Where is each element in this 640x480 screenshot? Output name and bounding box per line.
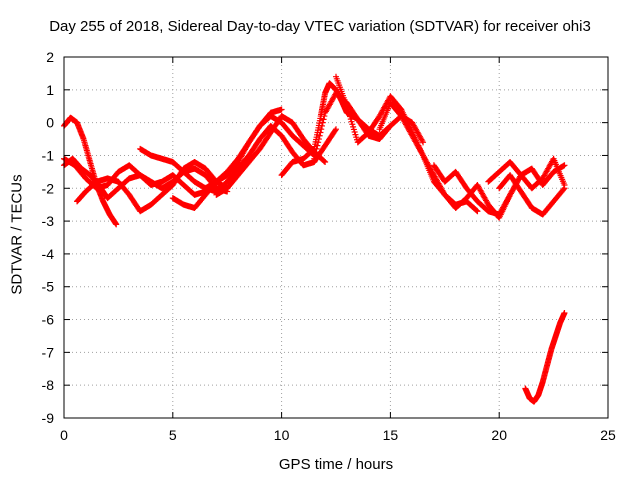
data-point [561, 162, 568, 169]
series-sat-l [333, 73, 481, 215]
data-point [321, 113, 328, 120]
data-point [316, 132, 323, 139]
x-axis-label: GPS time / hours [278, 456, 394, 473]
data-point [319, 122, 326, 129]
data-point [332, 127, 339, 134]
y-tick-label: 0 [46, 115, 54, 131]
data-point [320, 116, 327, 123]
y-axis-label: SDTVAR / TECUs [8, 174, 26, 295]
y-tick-label: -8 [42, 377, 55, 393]
x-tick-label: 0 [60, 427, 68, 443]
data-point [474, 208, 481, 215]
data-point [322, 159, 329, 166]
series-sat-p [496, 172, 568, 218]
y-tick-label: -6 [42, 312, 55, 328]
y-tick-label: -5 [42, 279, 55, 295]
y-tick-label: -1 [42, 147, 55, 163]
y-tick-label: -3 [42, 213, 55, 229]
data-point [321, 158, 328, 165]
data-point [318, 126, 325, 133]
grid [64, 57, 608, 418]
data-point [420, 139, 427, 146]
data-point [561, 309, 568, 316]
data-point [315, 136, 322, 143]
series-sat-g [202, 113, 318, 192]
x-tick-label: 15 [383, 427, 399, 443]
y-tick-label: -2 [42, 180, 55, 196]
data-point [311, 155, 318, 162]
data-point [560, 186, 567, 193]
chart-title: Day 255 of 2018, Sidereal Day-to-day VTE… [49, 18, 591, 35]
series-sat-c [74, 159, 220, 215]
x-tick-label: 5 [169, 427, 177, 443]
y-tick-label: -9 [42, 410, 55, 426]
x-tick-label: 25 [600, 427, 616, 443]
x-tick-label: 10 [274, 427, 290, 443]
x-tick-label: 20 [491, 427, 507, 443]
data-point [113, 221, 120, 228]
axis-ticks: 0 5 10 15 20 25 -9 -8 -7 -6 -5 -4 -3 -2 -1 0 1 2 [42, 49, 616, 443]
data-point [317, 129, 324, 136]
series-sat-e [137, 145, 252, 195]
y-tick-label: 2 [46, 49, 54, 65]
data-point [561, 185, 568, 192]
y-tick-label: -7 [42, 344, 55, 360]
data-point [312, 149, 319, 156]
data-point [278, 106, 285, 113]
y-tick-label: -4 [42, 246, 55, 262]
data-point [319, 119, 326, 126]
series-sat-q [522, 309, 568, 405]
data-point [312, 152, 319, 159]
series-sat-a [61, 114, 120, 228]
data-point [473, 207, 480, 214]
plot-frame [63, 56, 609, 419]
data-point [313, 145, 320, 152]
data-points [61, 73, 568, 405]
data-point [315, 139, 322, 146]
data-point [333, 126, 339, 133]
y-tick-label: 1 [46, 82, 54, 98]
data-point [314, 142, 321, 149]
